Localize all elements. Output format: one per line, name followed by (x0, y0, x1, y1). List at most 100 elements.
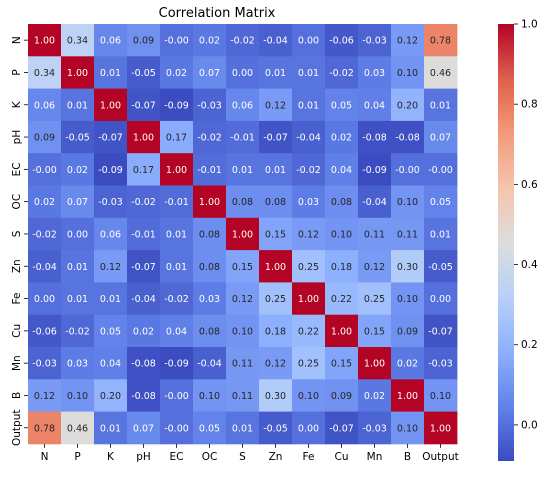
cell-value-label: 0.09 (133, 36, 154, 47)
cell-value-label: -0.08 (362, 133, 387, 144)
heatmap-cell (193, 250, 227, 283)
heatmap-cell (325, 411, 359, 445)
heatmap-cell (292, 282, 326, 316)
heatmap-cell (358, 56, 392, 89)
cell-value-label: 0.25 (298, 262, 319, 273)
cell-value-label: 0.09 (34, 133, 55, 144)
cell-value-label: 0.02 (133, 326, 154, 337)
colorbar-tick-label: 0.6 (521, 179, 538, 191)
heatmap-cell (358, 250, 392, 283)
cell-value-label: -0.00 (164, 423, 189, 434)
heatmap-cell (94, 88, 128, 122)
heatmap-cell (94, 411, 128, 445)
cell-value-label: -0.04 (197, 359, 222, 370)
heatmap-cell (391, 217, 425, 251)
cell-value-label: -0.06 (32, 326, 57, 337)
heatmap-cell (160, 282, 194, 316)
cell-value-label: -0.09 (164, 100, 189, 111)
heatmap-cell (292, 314, 326, 348)
y-tick-label: K (11, 100, 23, 108)
heatmap-cell (292, 88, 326, 122)
cell-value-label: 0.10 (397, 68, 418, 79)
heatmap-cell (292, 153, 326, 186)
heatmap-cell (28, 153, 62, 186)
cell-value-label: 0.06 (34, 100, 55, 111)
heatmap-cell (61, 88, 95, 122)
cell-value-label: 0.07 (199, 68, 220, 79)
x-tick-label: Zn (269, 451, 283, 463)
heatmap-cell (424, 411, 458, 445)
cell-value-label: 0.22 (298, 326, 319, 337)
heatmap-cell (127, 250, 161, 283)
heatmap-cell (358, 282, 392, 316)
heatmap-cell (94, 185, 128, 219)
heatmap-cell (28, 379, 62, 412)
colorbar (498, 24, 514, 461)
heatmap-cell (193, 282, 227, 316)
heatmap-cell (226, 185, 260, 219)
heatmap-cell (193, 411, 227, 445)
cell-value-label: 0.12 (397, 36, 418, 47)
cell-value-label: 0.10 (298, 391, 319, 402)
heatmap-cell (94, 24, 128, 57)
cell-value-label: 0.22 (331, 294, 352, 305)
heatmap-cell (424, 282, 458, 316)
cell-value-label: -0.05 (65, 133, 90, 144)
colorbar-ticks: 0.0 0.2 0.4 0.6 0.8 1.0 (514, 19, 538, 431)
heatmap-cell (292, 120, 326, 154)
heatmap-cell (391, 282, 425, 316)
heatmap-cell (325, 250, 359, 283)
heatmap-cell (259, 185, 293, 219)
cell-value-label: -0.08 (131, 359, 156, 370)
cell-value-label: 0.01 (298, 68, 319, 79)
heatmap-cell (226, 88, 260, 122)
cell-value-label: 0.15 (232, 262, 253, 273)
cell-value-label: -0.01 (164, 197, 189, 208)
heatmap-cell (358, 88, 392, 122)
cell-value-label: 0.01 (265, 165, 286, 176)
heatmap-cell (424, 88, 458, 122)
cell-value-label: -0.03 (32, 359, 57, 370)
cell-value-label: 0.12 (265, 100, 286, 111)
cell-value-label: 0.01 (100, 294, 121, 305)
y-tick-label: Mn (11, 355, 23, 371)
heatmap-cell (226, 120, 260, 154)
cell-value-label: 1.00 (364, 359, 385, 370)
heatmap-cell (193, 153, 227, 186)
heatmap-cell (292, 347, 326, 380)
cell-value-label: 0.34 (67, 36, 88, 47)
heatmap-cell (193, 56, 227, 89)
cell-value-label: 0.12 (34, 391, 55, 402)
cell-value-label: 0.01 (298, 100, 319, 111)
y-tick-label: P (11, 69, 23, 75)
cell-value-label: 0.04 (166, 326, 187, 337)
heatmap-cell (160, 314, 194, 348)
cell-value-label: -0.02 (131, 197, 156, 208)
heatmap-cell (28, 120, 62, 154)
cell-value-label: -0.08 (131, 391, 156, 402)
cell-value-label: 1.00 (67, 68, 88, 79)
heatmap-cell (358, 217, 392, 251)
heatmap-cell (358, 314, 392, 348)
heatmap-cell (259, 24, 293, 57)
cell-value-label: 1.00 (232, 229, 253, 240)
heatmap-cell (292, 24, 326, 57)
cell-value-label: 1.00 (199, 197, 220, 208)
cell-value-label: 0.10 (397, 423, 418, 434)
heatmap-cell (292, 217, 326, 251)
cell-value-label: 0.12 (265, 359, 286, 370)
cell-value-label: 0.02 (397, 359, 418, 370)
heatmap-cell (160, 411, 194, 445)
x-tick-label: pH (136, 451, 151, 463)
heatmap-cell (259, 153, 293, 186)
colorbar-tick-label: 0.8 (521, 99, 538, 111)
cell-value-label: -0.07 (98, 133, 123, 144)
cell-value-label: -0.00 (428, 165, 453, 176)
cell-value-label: 0.03 (199, 294, 220, 305)
heatmap-cell (292, 56, 326, 89)
cell-value-label: 0.06 (100, 36, 121, 47)
heatmap-cell (259, 88, 293, 122)
cell-value-label: -0.00 (395, 165, 420, 176)
heatmap-cell (325, 88, 359, 122)
